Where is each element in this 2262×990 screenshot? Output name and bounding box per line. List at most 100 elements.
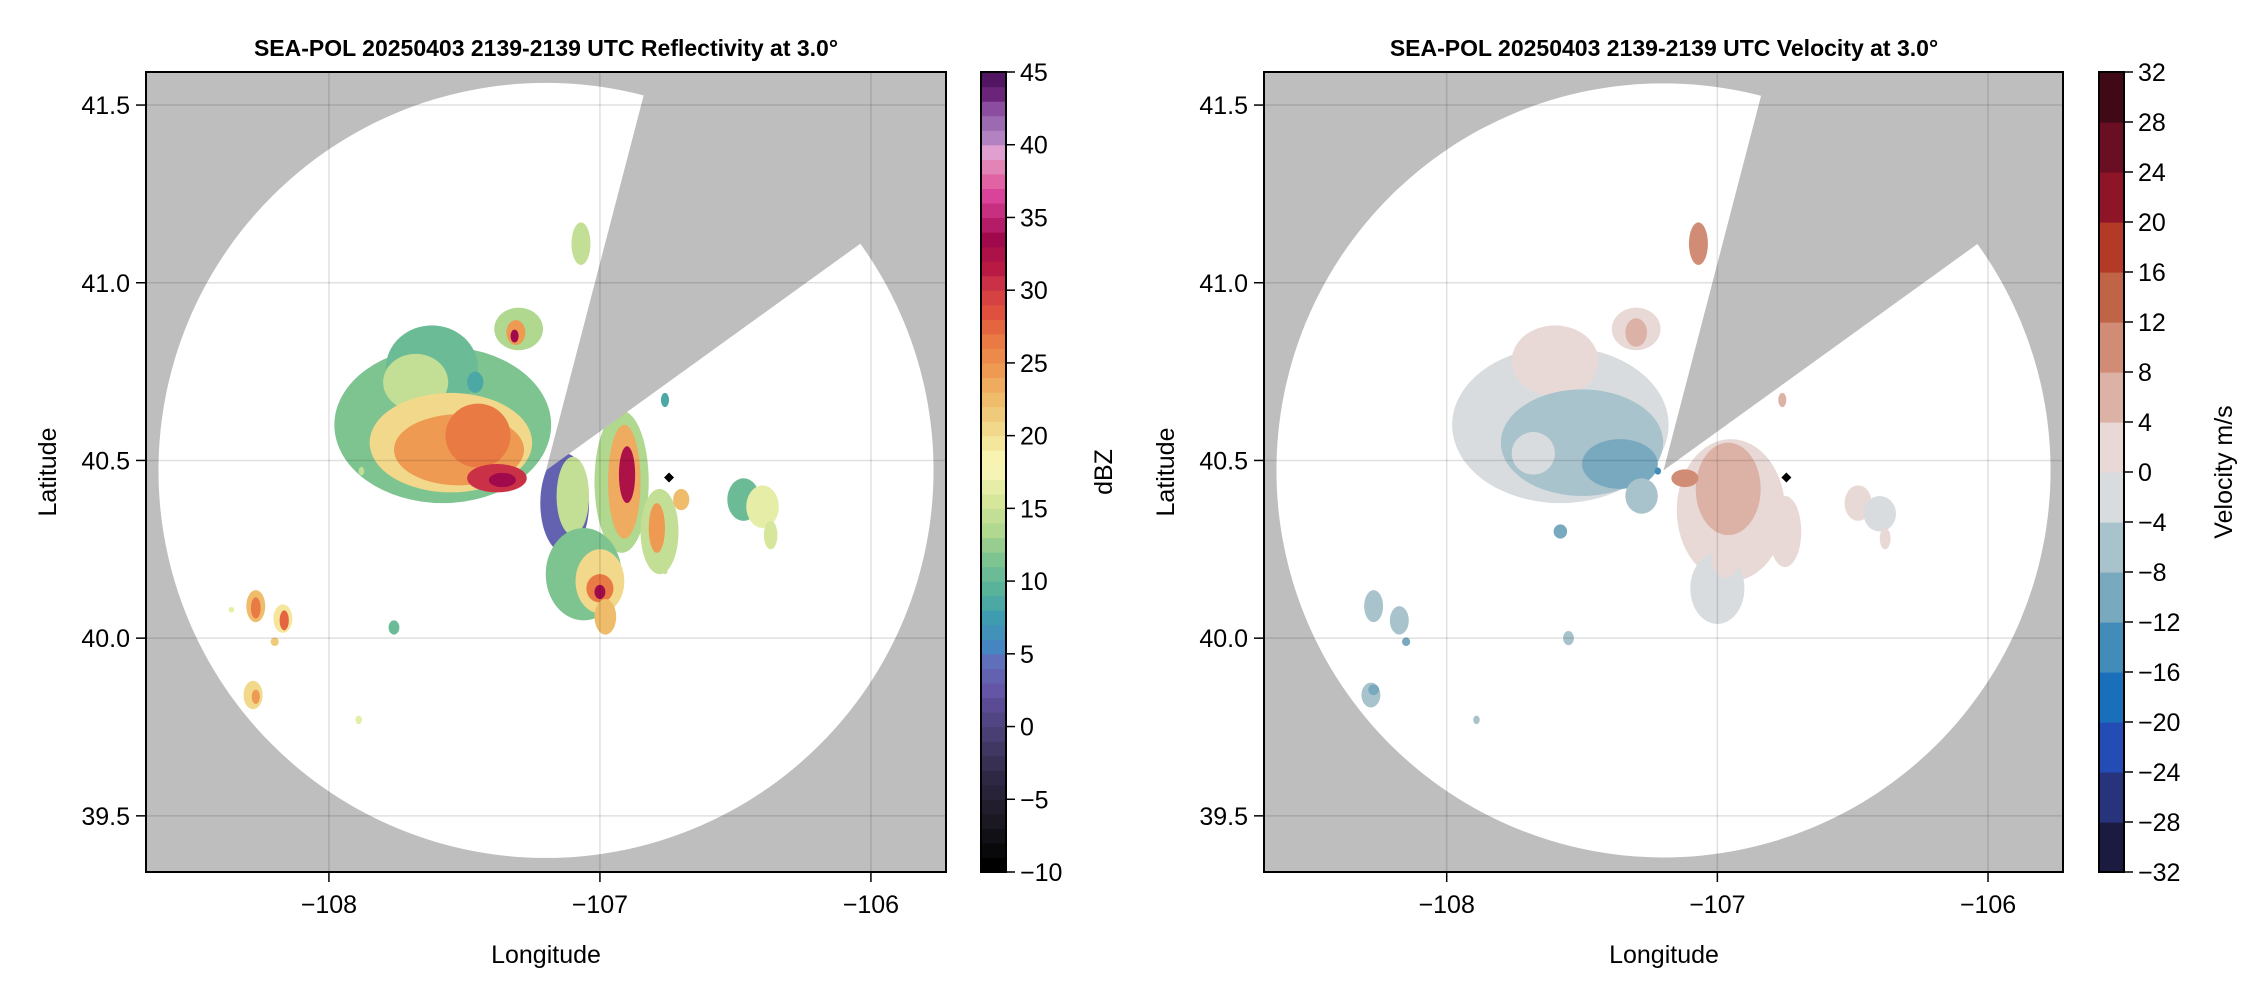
- colorbar-band: [2099, 572, 2124, 623]
- colorbar-band: [981, 217, 1006, 232]
- colorbar-band: [981, 828, 1006, 843]
- echo-cell: [619, 446, 635, 503]
- echo-cell: [389, 620, 400, 634]
- colorbar-tick-label: 15: [1020, 495, 1048, 523]
- colorbar-band: [981, 479, 1006, 494]
- colorbar-band: [981, 145, 1006, 160]
- colorbar-tick-label: 16: [2138, 259, 2166, 287]
- y-tick-label: 40.0: [1199, 625, 1248, 653]
- colorbar-band: [981, 508, 1006, 523]
- echo-cell: [280, 610, 289, 630]
- colorbar-tick-label: 5: [1020, 641, 1034, 669]
- echo-cell: [1778, 393, 1786, 407]
- colorbar-tick-label: 24: [2138, 159, 2166, 187]
- echo-cell: [1554, 524, 1568, 538]
- colorbar-band: [2099, 272, 2124, 323]
- echo-cell: [1712, 542, 1739, 578]
- colorbar-tick-label: 45: [1020, 59, 1048, 87]
- colorbar-band: [981, 625, 1006, 640]
- colorbar-band: [981, 334, 1006, 349]
- colorbar-band: [981, 465, 1006, 480]
- x-tick-label: −107: [572, 891, 628, 919]
- colorbar-band: [981, 188, 1006, 203]
- colorbar-band: [981, 494, 1006, 509]
- velocity-colorbar-label: Velocity m/s: [2210, 405, 2238, 538]
- colorbar-tick-label: 20: [2138, 209, 2166, 237]
- echo-cell: [1512, 432, 1555, 475]
- colorbar: −10 −5 0 5 10 15 20 25 30 35 40 45: [981, 59, 1062, 887]
- colorbar-band: [981, 581, 1006, 596]
- colorbar-tick-label: −5: [1020, 786, 1049, 814]
- echo-cell: [355, 716, 362, 725]
- x-tick-label: −106: [843, 891, 899, 919]
- colorbar-tick-label: 12: [2138, 309, 2166, 337]
- colorbar-tick-label: 4: [2138, 409, 2152, 437]
- reflectivity-y-axis-label: Latitude: [34, 428, 62, 517]
- colorbar-tick-label: 0: [2138, 459, 2152, 487]
- colorbar-band: [2099, 372, 2124, 423]
- y-tick-label: 40.0: [81, 625, 130, 653]
- colorbar-band: [2099, 422, 2124, 473]
- colorbar-tick-label: 10: [1020, 568, 1048, 596]
- colorbar-tick-label: −28: [2138, 809, 2180, 837]
- echo-cell: [252, 690, 260, 704]
- echo-cell: [595, 599, 617, 635]
- echo-cell: [557, 457, 590, 535]
- colorbar-band: [981, 116, 1006, 131]
- velocity-y-axis-label: Latitude: [1152, 428, 1180, 517]
- echo-cell: [661, 393, 669, 407]
- colorbar-band: [2099, 322, 2124, 373]
- x-tick-label: −108: [1419, 891, 1475, 919]
- colorbar-band: [981, 436, 1006, 451]
- colorbar-tick-label: 32: [2138, 59, 2166, 87]
- echo-cell: [1696, 443, 1761, 535]
- echo-cell: [1368, 684, 1379, 695]
- colorbar-band: [981, 174, 1006, 189]
- colorbar-band: [981, 654, 1006, 669]
- echo-cell: [1880, 528, 1891, 549]
- colorbar: −32−28−24−20−16−12−8−4048121620242832: [2099, 59, 2181, 887]
- colorbar-band: [981, 261, 1006, 276]
- colorbar-band: [981, 639, 1006, 654]
- colorbar-band: [981, 785, 1006, 800]
- colorbar-tick-label: 25: [1020, 350, 1048, 378]
- colorbar-band: [981, 799, 1006, 814]
- colorbar-band: [2099, 172, 2124, 223]
- colorbar-band: [981, 72, 1006, 87]
- colorbar-band: [981, 668, 1006, 683]
- y-tick-label: 41.5: [81, 92, 130, 120]
- echo-cell: [1625, 478, 1657, 514]
- colorbar-band: [981, 741, 1006, 756]
- colorbar-band: [981, 697, 1006, 712]
- colorbar-band: [2099, 72, 2124, 123]
- colorbar-band: [981, 232, 1006, 247]
- colorbar-band: [981, 348, 1006, 363]
- reflectivity-colorbar-label: dBZ: [1090, 449, 1118, 495]
- colorbar-tick-label: −12: [2138, 609, 2180, 637]
- colorbar-band: [981, 450, 1006, 465]
- colorbar-band: [981, 843, 1006, 858]
- colorbar-band: [981, 392, 1006, 407]
- colorbar-tick-label: −20: [2138, 709, 2180, 737]
- colorbar-tick-label: −10: [1020, 859, 1062, 887]
- colorbar-tick-label: −16: [2138, 659, 2180, 687]
- colorbar-band: [981, 407, 1006, 422]
- colorbar-band: [2099, 722, 2124, 773]
- echo-cell: [489, 473, 516, 487]
- echo-cell: [1625, 318, 1647, 346]
- colorbar-band: [2099, 622, 2124, 673]
- colorbar-band: [981, 159, 1006, 174]
- velocity-panel: SEA-POL 20250403 2139-2139 UTC Velocity …: [1152, 35, 2238, 969]
- reflectivity-x-axis-label: Longitude: [491, 941, 601, 969]
- colorbar-band: [981, 305, 1006, 320]
- echo-cell: [1473, 716, 1479, 725]
- x-tick-label: −107: [1689, 891, 1745, 919]
- reflectivity-title: SEA-POL 20250403 2139-2139 UTC Reflectiv…: [254, 35, 838, 61]
- colorbar-band: [2099, 222, 2124, 273]
- echo-cell: [1390, 606, 1409, 634]
- colorbar-tick-label: 35: [1020, 204, 1048, 232]
- colorbar-band: [981, 567, 1006, 582]
- colorbar-tick-label: −4: [2138, 509, 2167, 537]
- x-tick-label: −106: [1960, 891, 2016, 919]
- colorbar-band: [981, 290, 1006, 305]
